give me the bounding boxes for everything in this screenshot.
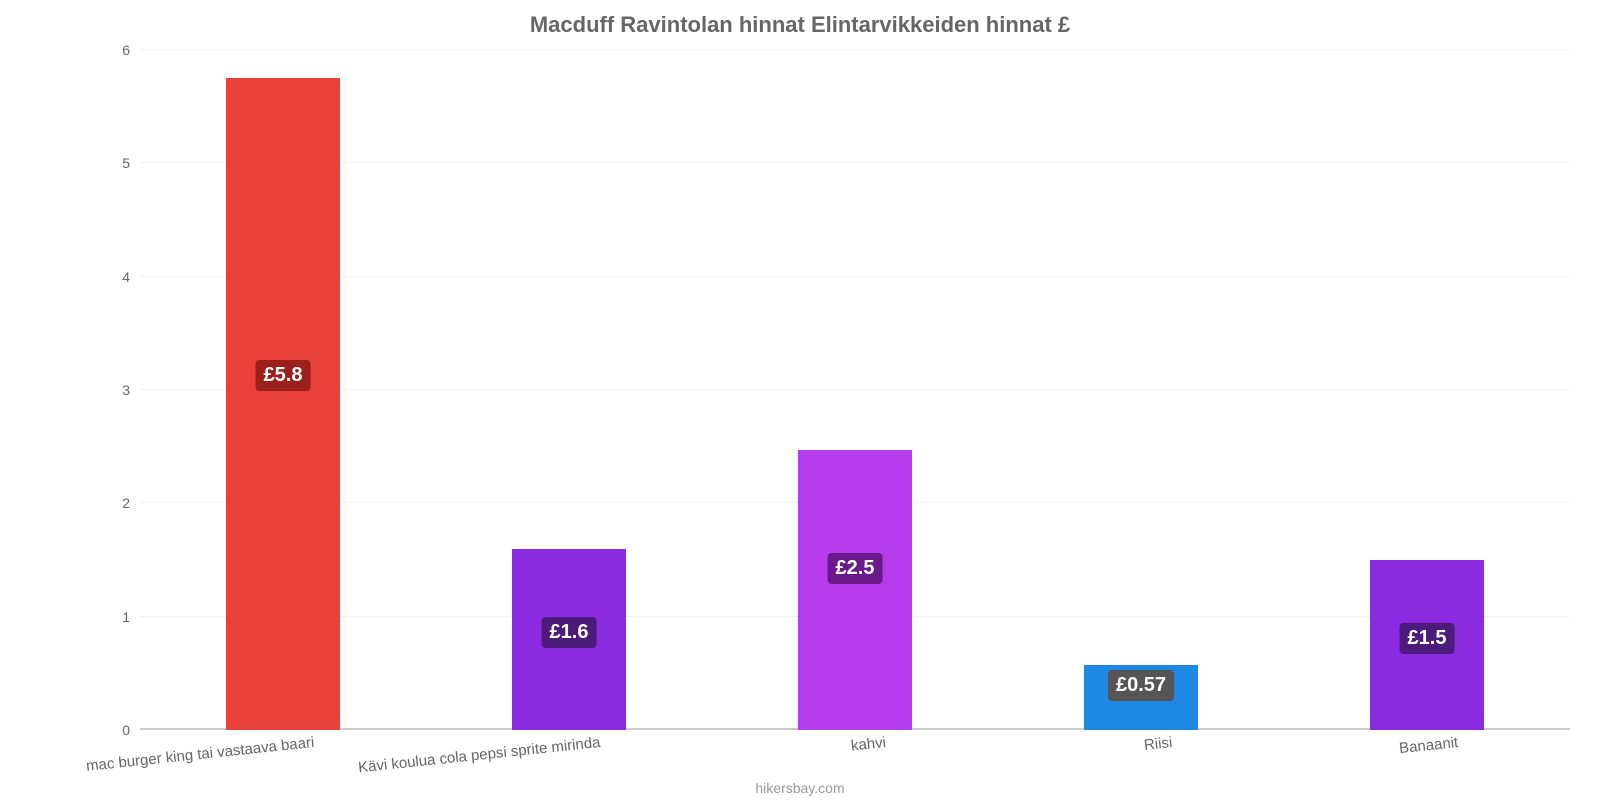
chart-container: Macduff Ravintolan hinnat Elintarvikkeid… (0, 0, 1600, 800)
y-tick-label: 4 (122, 269, 140, 285)
x-axis-label: Banaanit (1398, 734, 1459, 757)
grid-line (140, 162, 1570, 163)
bar (798, 450, 912, 730)
bar-value-label: £1.6 (542, 617, 597, 648)
chart-title: Macduff Ravintolan hinnat Elintarvikkeid… (0, 12, 1600, 38)
plot-area: 0123456£5.8mac burger king tai vastaava … (140, 50, 1570, 730)
grid-line (140, 389, 1570, 390)
y-tick-label: 3 (122, 382, 140, 398)
bar-value-label: £2.5 (828, 553, 883, 584)
x-axis-label: Riisi (1143, 734, 1173, 754)
bar-value-label: £0.57 (1108, 670, 1174, 701)
y-tick-label: 1 (122, 609, 140, 625)
bar-value-label: £1.5 (1400, 623, 1455, 654)
bar (226, 78, 340, 730)
x-axis-label: Kävi koulua cola pepsi sprite mirinda (357, 734, 601, 776)
grid-line (140, 49, 1570, 50)
y-tick-label: 0 (122, 722, 140, 738)
x-axis-label: kahvi (850, 734, 887, 755)
attribution: hikersbay.com (0, 780, 1600, 796)
y-tick-label: 6 (122, 42, 140, 58)
bar-value-label: £5.8 (256, 360, 311, 391)
y-tick-label: 5 (122, 155, 140, 171)
grid-line (140, 276, 1570, 277)
x-axis-label: mac burger king tai vastaava baari (85, 734, 315, 775)
y-tick-label: 2 (122, 495, 140, 511)
